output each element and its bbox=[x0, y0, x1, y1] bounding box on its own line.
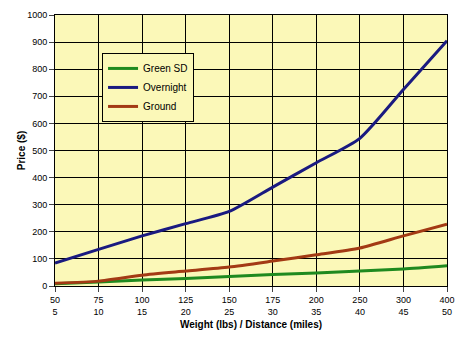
svg-text:Green SD: Green SD bbox=[143, 63, 187, 74]
svg-text:400: 400 bbox=[32, 173, 47, 183]
svg-text:Weight (lbs) / Distance (miles: Weight (lbs) / Distance (miles) bbox=[180, 319, 322, 330]
svg-text:25040: 25040 bbox=[352, 295, 367, 317]
svg-text:Ground: Ground bbox=[143, 101, 176, 112]
svg-text:12520: 12520 bbox=[178, 295, 193, 317]
svg-text:500: 500 bbox=[32, 146, 47, 156]
svg-text:17530: 17530 bbox=[265, 295, 280, 317]
svg-text:1000: 1000 bbox=[27, 10, 47, 20]
svg-text:Price ($): Price ($) bbox=[16, 131, 27, 170]
svg-text:505: 505 bbox=[50, 295, 60, 317]
svg-text:30045: 30045 bbox=[396, 295, 411, 317]
svg-text:20035: 20035 bbox=[309, 295, 324, 317]
svg-text:200: 200 bbox=[32, 227, 47, 237]
svg-text:100: 100 bbox=[32, 254, 47, 264]
svg-text:600: 600 bbox=[32, 119, 47, 129]
svg-text:900: 900 bbox=[32, 37, 47, 47]
svg-text:Overnight: Overnight bbox=[143, 82, 187, 93]
svg-text:800: 800 bbox=[32, 64, 47, 74]
svg-text:700: 700 bbox=[32, 91, 47, 101]
svg-text:0: 0 bbox=[42, 281, 47, 291]
svg-text:40050: 40050 bbox=[439, 295, 454, 317]
svg-text:7510: 7510 bbox=[94, 295, 104, 317]
svg-text:300: 300 bbox=[32, 200, 47, 210]
svg-text:15025: 15025 bbox=[222, 295, 237, 317]
svg-text:10015: 10015 bbox=[135, 295, 150, 317]
